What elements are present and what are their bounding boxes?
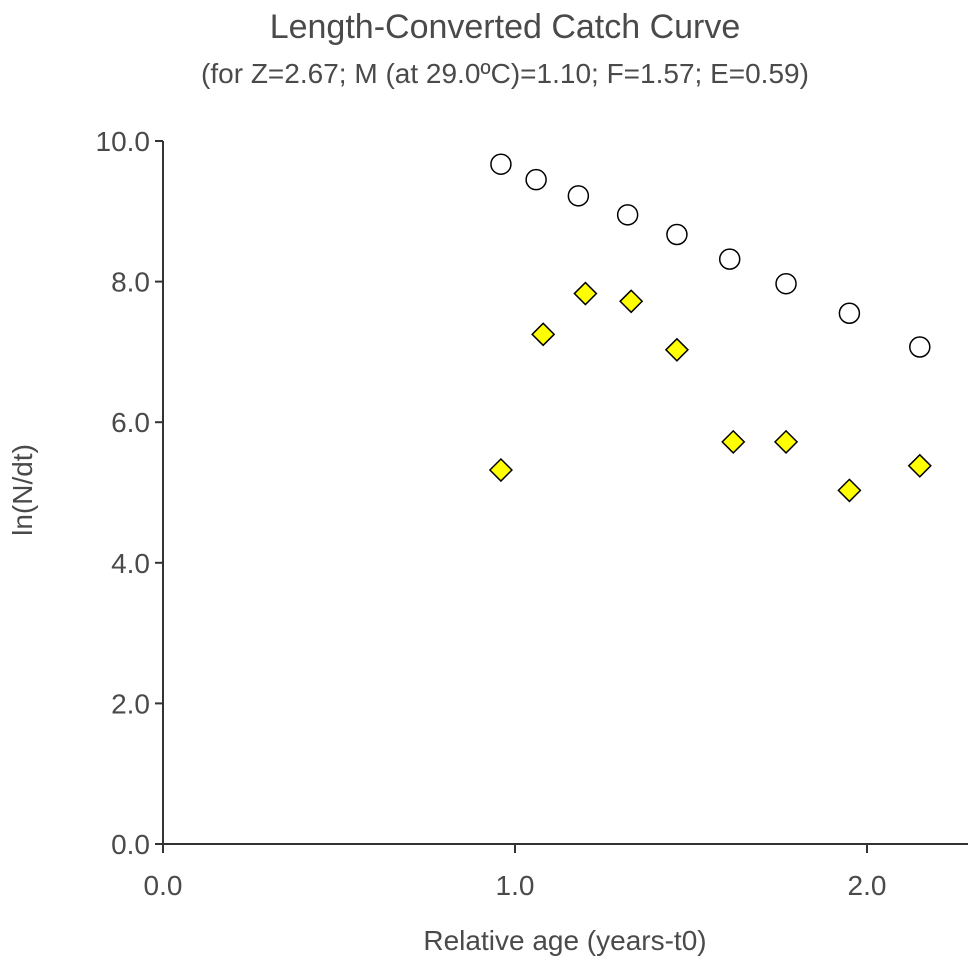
- yellow-diamond-point: [773, 429, 799, 454]
- open-circle-point: [775, 272, 797, 295]
- yellow-diamond-point: [531, 322, 556, 347]
- open-circle-point: [666, 223, 688, 246]
- x-tick-label: 0.0: [144, 870, 183, 901]
- x-ticks: 0.01.02.03.04.0: [144, 844, 887, 901]
- y-tick-label: 0.0: [111, 829, 150, 860]
- axes: [162, 141, 968, 845]
- open-circle-point: [490, 153, 512, 175]
- yellow-diamond-point: [907, 453, 932, 478]
- yellow-diamond-point: [721, 429, 746, 454]
- yellow-diamond-point: [619, 289, 644, 314]
- y-ticks: 0.0 2.0 4.0 6.0 8.0 10.0: [96, 126, 163, 860]
- data-marks: [488, 153, 932, 503]
- y-tick-label: 4.0: [111, 548, 150, 579]
- x-tick-label: 1.0: [496, 870, 535, 901]
- open-circle-point: [616, 204, 639, 226]
- y-axis-label: ln(N/dt): [7, 444, 38, 536]
- chart-title: Length-Converted Catch Curve: [270, 8, 741, 46]
- y-tick-label: 6.0: [111, 407, 150, 438]
- yellow-diamond-point: [488, 457, 513, 483]
- open-circle-point: [838, 302, 861, 324]
- yellow-diamond-point: [664, 337, 689, 362]
- y-tick-label: 10.0: [96, 126, 151, 157]
- x-tick-label: 2.0: [848, 870, 887, 901]
- open-circle-point: [525, 168, 547, 191]
- yellow-diamond-point: [573, 281, 598, 306]
- chart-subtitle: (for Z=2.67; M (at 29.0ºC)=1.10; F=1.57;…: [201, 58, 809, 89]
- x-axis-label: Relative age (years-t0): [423, 925, 706, 956]
- open-circle-point: [909, 336, 931, 358]
- open-circle-point: [718, 248, 741, 270]
- yellow-diamond-point: [837, 478, 862, 503]
- open-circle-point: [567, 185, 590, 207]
- y-tick-label: 2.0: [111, 688, 150, 719]
- y-tick-label: 8.0: [111, 267, 150, 298]
